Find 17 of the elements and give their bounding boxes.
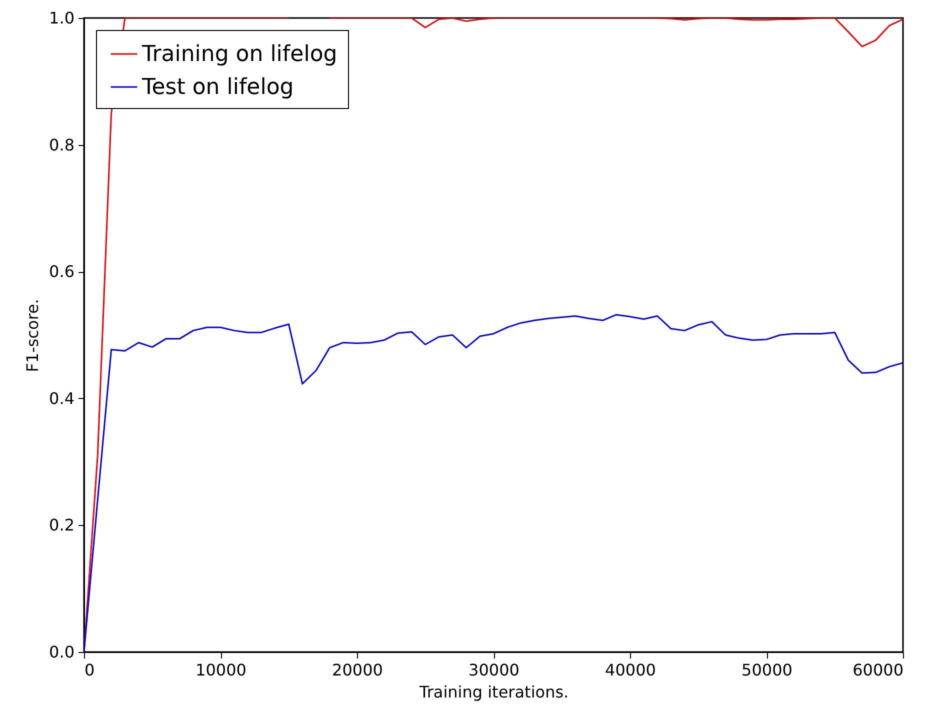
x-tick-label: 30000	[468, 660, 520, 680]
x-tick-label: 10000	[196, 660, 246, 680]
x-tick-label: 0	[84, 660, 95, 680]
x-tick-label: 60000	[852, 660, 904, 680]
y-tick-label: 0.2	[49, 516, 74, 535]
y-tick-label: 1.0	[49, 8, 74, 28]
x-tick-label: 40000	[605, 660, 656, 680]
y-tick-label: 0.8	[49, 135, 74, 154]
legend-label: Test on lifelog	[141, 75, 294, 100]
x-axis-title: Training iterations.	[418, 682, 569, 702]
x-tick-label: 20000	[332, 660, 383, 680]
y-tick-label: 0.6	[49, 262, 74, 282]
legend-label: Training on lifelog	[141, 42, 338, 67]
x-tick-label: 50000	[742, 660, 792, 680]
y-axis-title: F1-score.	[23, 298, 42, 372]
y-tick-label: 0.4	[49, 388, 74, 408]
y-tick-label: 0.0	[49, 642, 74, 662]
